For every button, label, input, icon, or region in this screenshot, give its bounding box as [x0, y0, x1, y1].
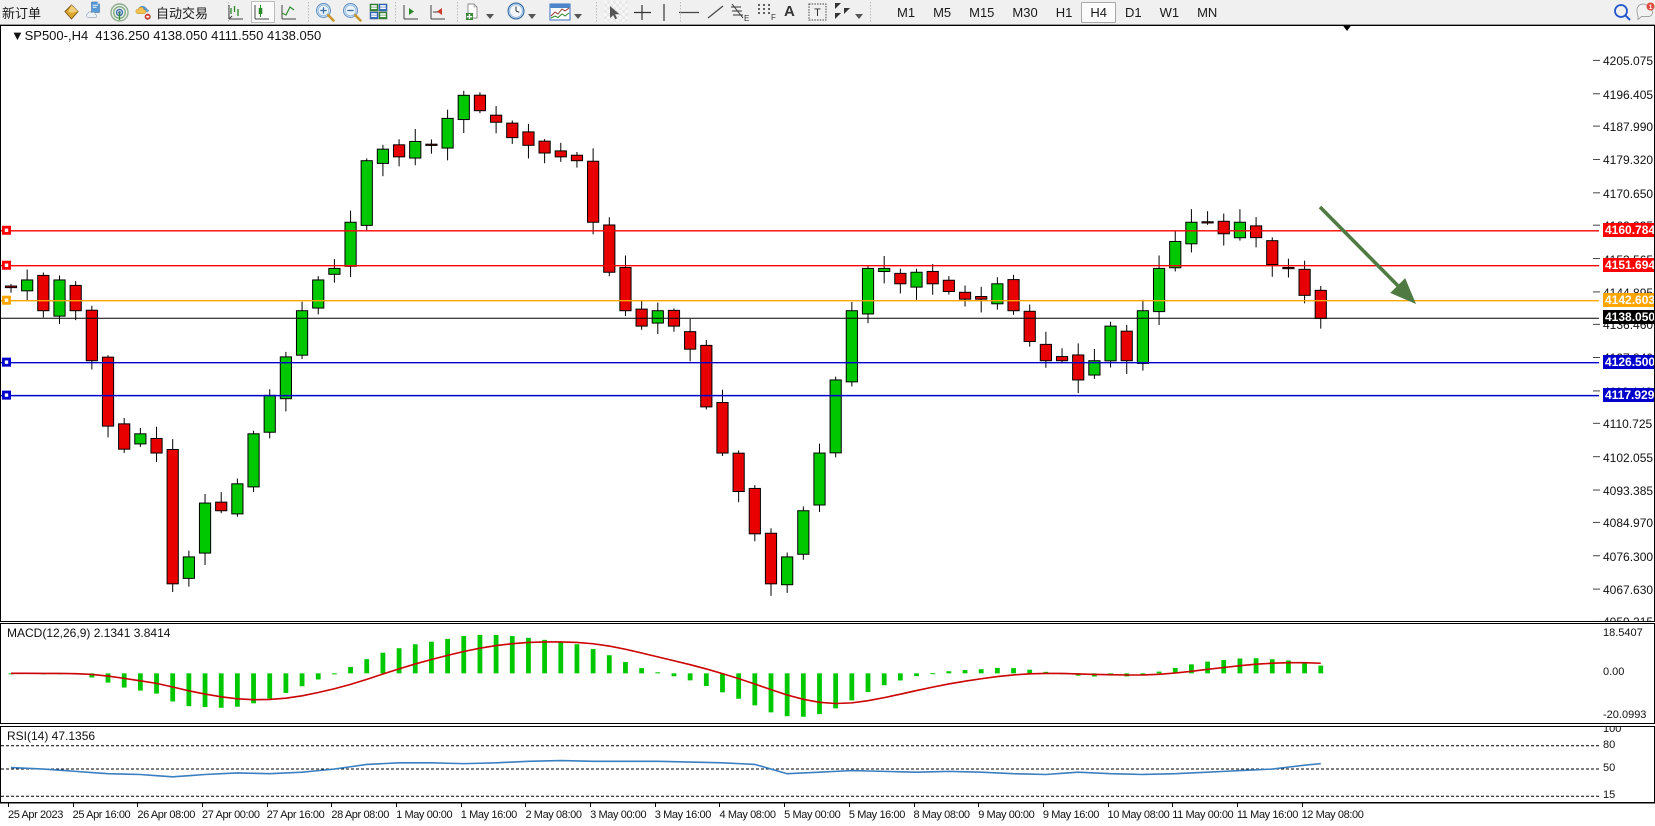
svg-text:F: F [771, 13, 776, 21]
svg-text:1: 1 [1649, 4, 1653, 11]
svg-text:T: T [814, 7, 821, 19]
svg-text:E: E [744, 14, 749, 22]
